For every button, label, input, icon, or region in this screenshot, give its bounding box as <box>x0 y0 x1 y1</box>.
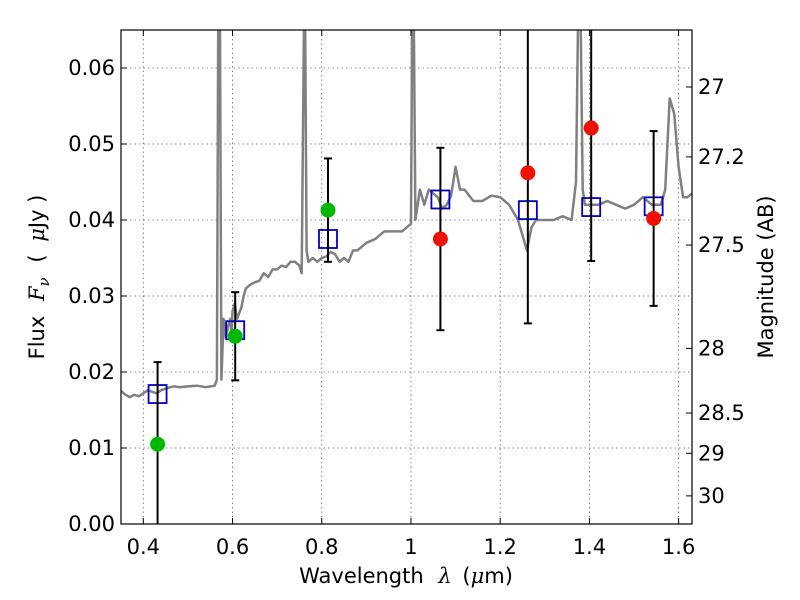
y2-tick-label: 28.5 <box>698 401 745 425</box>
observed-point-marker <box>646 210 662 226</box>
observed-point-marker <box>583 120 599 136</box>
y2-tick-label: 27 <box>698 75 725 99</box>
error-bars <box>150 30 662 524</box>
y-tick-label: 0.02 <box>68 360 115 384</box>
observed-point-marker <box>150 436 166 452</box>
y-axis-unit-open: ( <box>25 254 49 262</box>
spectrum-line <box>121 30 692 399</box>
x-axis-unit-open: ( <box>462 564 470 588</box>
observed-point-marker <box>227 328 243 344</box>
y-tick-label: 0.03 <box>68 284 115 308</box>
y-tick-label: 0.00 <box>68 512 115 536</box>
y2-tick-label: 30 <box>698 484 725 508</box>
x-tick-label: 0.4 <box>127 535 160 559</box>
y-axis-title: Flux Fν ( μJy ) <box>25 195 54 360</box>
y2-axis-title: Magnitude (AB) <box>754 195 778 358</box>
x-axis-unit-mu: μ <box>471 564 485 588</box>
grid-lines <box>121 30 692 525</box>
y-axis-unit-rest: Jy ) <box>25 195 49 231</box>
y-axis-title-prefix: Flux <box>25 316 49 360</box>
x-tick-label: 0.8 <box>305 535 338 559</box>
plot-data <box>121 30 692 404</box>
observed-point-marker <box>432 231 448 247</box>
y-tick-label: 0.01 <box>68 436 115 460</box>
plot-frame <box>120 29 693 525</box>
y-tick-label: 0.05 <box>68 132 115 156</box>
y-tick-label: 0.04 <box>68 208 115 232</box>
y-axis-unit-mu: μ <box>25 228 49 242</box>
x-tick-label: 1.4 <box>573 535 606 559</box>
x-tick-label: 0.6 <box>216 535 249 559</box>
y-axis-subscript: ν <box>35 277 53 286</box>
x-axis-unit-rest: m) <box>484 564 513 588</box>
x-tick-label: 1 <box>404 535 417 559</box>
y2-tick-label: 27.2 <box>698 145 745 169</box>
y2-tick-label: 29 <box>698 441 725 465</box>
y-tick-label: 0.06 <box>68 56 115 80</box>
axis-ticks: 0.4 0.6 0.8 1 1.2 1.4 1.6 0.00 0.01 0.02 0.03 0.04 0… <box>68 30 745 559</box>
x-axis-title-prefix: Wavelength <box>299 564 424 588</box>
y2-tick-label: 28 <box>698 336 725 360</box>
x-axis-symbol: λ <box>437 564 451 588</box>
observed-point-marker <box>320 202 336 218</box>
y-axis-symbol: F <box>25 285 49 302</box>
x-axis-title: Wavelength λ (μm) <box>299 564 513 588</box>
x-tick-label: 1.2 <box>483 535 516 559</box>
observed-point-marker <box>520 165 536 181</box>
x-tick-label: 1.6 <box>662 535 695 559</box>
y2-tick-label: 27.5 <box>698 233 745 257</box>
